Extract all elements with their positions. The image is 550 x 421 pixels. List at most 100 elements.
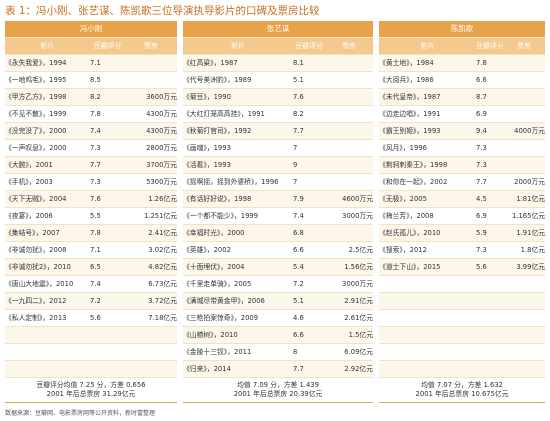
feng-rating-cell: 7.1 <box>90 54 125 72</box>
summary-chen: 均值 7.07 分，方差 1.632 2001 年后总票房 10.675亿元 <box>379 377 546 403</box>
zhang-film-cell: 《满城尽带黄金甲》，2006 <box>183 292 294 310</box>
zhang-rating-cell: 7.7 <box>293 360 326 378</box>
chen-rating-cell: 6.9 <box>476 207 504 225</box>
chen-boxoffice-cell: 3.99亿元 <box>503 258 546 276</box>
chen-film-cell: 《赵氏孤儿》，2010 <box>379 224 477 242</box>
chen-boxoffice-cell <box>503 292 546 310</box>
director-header-feng: 冯小刚 <box>5 21 178 38</box>
summary-row: 豆瓣评分均值 7.25 分，方差 0.656 2001 年后总票房 31.29亿… <box>5 377 546 403</box>
chen-boxoffice-cell <box>503 156 546 174</box>
chen-boxoffice-cell <box>503 326 546 344</box>
zhang-boxoffice-cell <box>325 122 374 140</box>
feng-rating-cell: 7.4 <box>90 275 125 293</box>
chen-film-cell: 《大阅兵》，1986 <box>379 71 477 89</box>
feng-film-cell: 《私人定制》，2013 <box>5 309 90 327</box>
zhang-film-cell: 《千里走单骑》，2005 <box>183 275 294 293</box>
zhang-boxoffice-cell: 1.56亿元 <box>325 258 374 276</box>
feng-film-cell: 《不见不散》，1999 <box>5 105 90 123</box>
chen-rating-cell <box>476 292 504 310</box>
zhang-rating-cell: 5.1 <box>293 292 326 310</box>
zhang-boxoffice-cell: 3000万元 <box>325 207 374 225</box>
chen-boxoffice-cell <box>503 275 546 293</box>
zhang-film-cell: 《菊豆》，1990 <box>183 88 294 106</box>
zhang-boxoffice-cell: 2.61亿元 <box>325 309 374 327</box>
table-row: 《私人定制》，2013 5.6 7.18亿元 《三枪拍案惊奇》，2009 4.6 2.61… <box>5 309 546 327</box>
zhang-rating-cell: 6.6 <box>293 326 326 344</box>
feng-rating-cell: 7.3 <box>90 173 125 191</box>
table-row: 《归来》，2014 7.7 2.92亿元 <box>5 360 546 378</box>
chen-rating-cell <box>476 326 504 344</box>
feng-rating-cell: 7.3 <box>90 139 125 157</box>
chen-boxoffice-cell: 2000万元 <box>503 173 546 191</box>
feng-film-cell: 《甲方乙方》，1998 <box>5 88 90 106</box>
summary-chen-boxoffice: 2001 年后总票房 10.675亿元 <box>415 390 509 398</box>
feng-film-cell: 《非诚勿扰》，2008 <box>5 241 90 259</box>
zhang-rating-cell: 7.7 <box>293 122 326 140</box>
chen-boxoffice-cell: 1.8亿元 <box>503 241 546 259</box>
zhang-boxoffice-cell <box>325 88 374 106</box>
feng-film-cell: 《夜宴》，2006 <box>5 207 90 225</box>
column-header-boxoffice: 票房 <box>503 37 546 55</box>
zhang-film-cell: 《活着》，1993 <box>183 156 294 174</box>
summary-zhang-stats: 均值 7.09 分，方差 1.439 <box>237 381 319 389</box>
director-header-row: 冯小刚 张艺谋 陈凯歌 <box>5 21 546 38</box>
feng-boxoffice-cell <box>125 343 178 361</box>
zhang-boxoffice-cell <box>325 173 374 191</box>
feng-rating-cell: 7.4 <box>90 122 125 140</box>
chen-boxoffice-cell <box>503 105 546 123</box>
feng-rating-cell <box>90 326 125 344</box>
chen-film-cell: 《和你在一起》，2002 <box>379 173 477 191</box>
zhang-rating-cell: 8 <box>293 343 326 361</box>
zhang-film-cell: 《幸福时光》，2000 <box>183 224 294 242</box>
column-header-film: 影片 <box>379 37 477 55</box>
feng-rating-cell: 7.6 <box>90 190 125 208</box>
zhang-rating-cell: 7 <box>293 139 326 157</box>
column-header-film: 影片 <box>183 37 294 55</box>
zhang-film-cell: 《红高粱》，1987 <box>183 54 294 72</box>
feng-boxoffice-cell: 3.02亿元 <box>125 241 178 259</box>
chen-boxoffice-cell <box>503 139 546 157</box>
feng-film-cell: 《一声叹息》，2000 <box>5 139 90 157</box>
zhang-film-cell: 《秋菊打官司》，1992 <box>183 122 294 140</box>
table-row: 《没完没了》，2000 7.4 4300万元 《秋菊打官司》，1992 7.7 《霸王别姬… <box>5 122 546 140</box>
feng-film-cell: 《没完没了》，2000 <box>5 122 90 140</box>
table-row: 《大腕》，2001 7.7 3700万元 《活着》，1993 9 《荆轲刺秦王》，1998… <box>5 156 546 174</box>
zhang-rating-cell: 7.6 <box>293 88 326 106</box>
chen-film-cell: 《霸王别姬》，1993 <box>379 122 477 140</box>
feng-film-cell: 《非诚勿扰2》，2010 <box>5 258 90 276</box>
chen-boxoffice-cell <box>503 71 546 89</box>
table-row: 《唐山大地震》，2010 7.4 6.73亿元 《千里走单骑》，2005 7.2 3000… <box>5 275 546 293</box>
feng-boxoffice-cell: 6.73亿元 <box>125 275 178 293</box>
feng-boxoffice-cell <box>125 360 178 378</box>
chen-boxoffice-cell <box>503 309 546 327</box>
chen-rating-cell: 7.7 <box>476 173 504 191</box>
feng-boxoffice-cell <box>125 54 178 72</box>
zhang-film-cell: 《大红灯笼高高挂》，1991 <box>183 105 294 123</box>
feng-boxoffice-cell: 2800万元 <box>125 139 178 157</box>
feng-boxoffice-cell <box>125 326 178 344</box>
feng-rating-cell: 5.6 <box>90 309 125 327</box>
table-row: 《集结号》，2007 7.8 2.41亿元 《幸福时光》，2000 6.8 《赵氏孤儿》，… <box>5 224 546 242</box>
chen-rating-cell: 6.6 <box>476 71 504 89</box>
column-header-film: 影片 <box>5 37 90 55</box>
chen-rating-cell <box>476 343 504 361</box>
summary-zhang-boxoffice: 2001 年后总票房 20.39亿元 <box>233 390 323 398</box>
chen-film-cell: 《黄土地》，1984 <box>379 54 477 72</box>
chen-boxoffice-cell: 1.81亿元 <box>503 190 546 208</box>
summary-feng-stats: 豆瓣评分均值 7.25 分，方差 0.656 <box>36 381 146 389</box>
chen-film-cell <box>379 360 477 378</box>
zhang-rating-cell: 9 <box>293 156 326 174</box>
table-row: 《非诚勿扰》，2008 7.1 3.02亿元 《英雄》，2002 6.6 2.5亿元 《搜索… <box>5 241 546 259</box>
chen-rating-cell <box>476 309 504 327</box>
table-row: 《不见不散》，1999 7.8 4300万元 《大红灯笼高高挂》，1991 8.2 《边走… <box>5 105 546 123</box>
chen-rating-cell: 9.4 <box>476 122 504 140</box>
chen-boxoffice-cell: 4000万元 <box>503 122 546 140</box>
chen-rating-cell: 4.5 <box>476 190 504 208</box>
table-row: 《手机》，2003 7.3 5300万元 《摇啊摇，摇到外婆桥》，1996 7 《和你在一… <box>5 173 546 191</box>
zhang-rating-cell: 8.2 <box>293 105 326 123</box>
table-row: 《一声叹息》，2000 7.3 2800万元 《画魂》，1993 7 《风月》，1996 7… <box>5 139 546 157</box>
chen-rating-cell: 8.7 <box>476 88 504 106</box>
chen-rating-cell: 5.6 <box>476 258 504 276</box>
zhang-rating-cell: 6.6 <box>293 241 326 259</box>
feng-boxoffice-cell: 4.82亿元 <box>125 258 178 276</box>
